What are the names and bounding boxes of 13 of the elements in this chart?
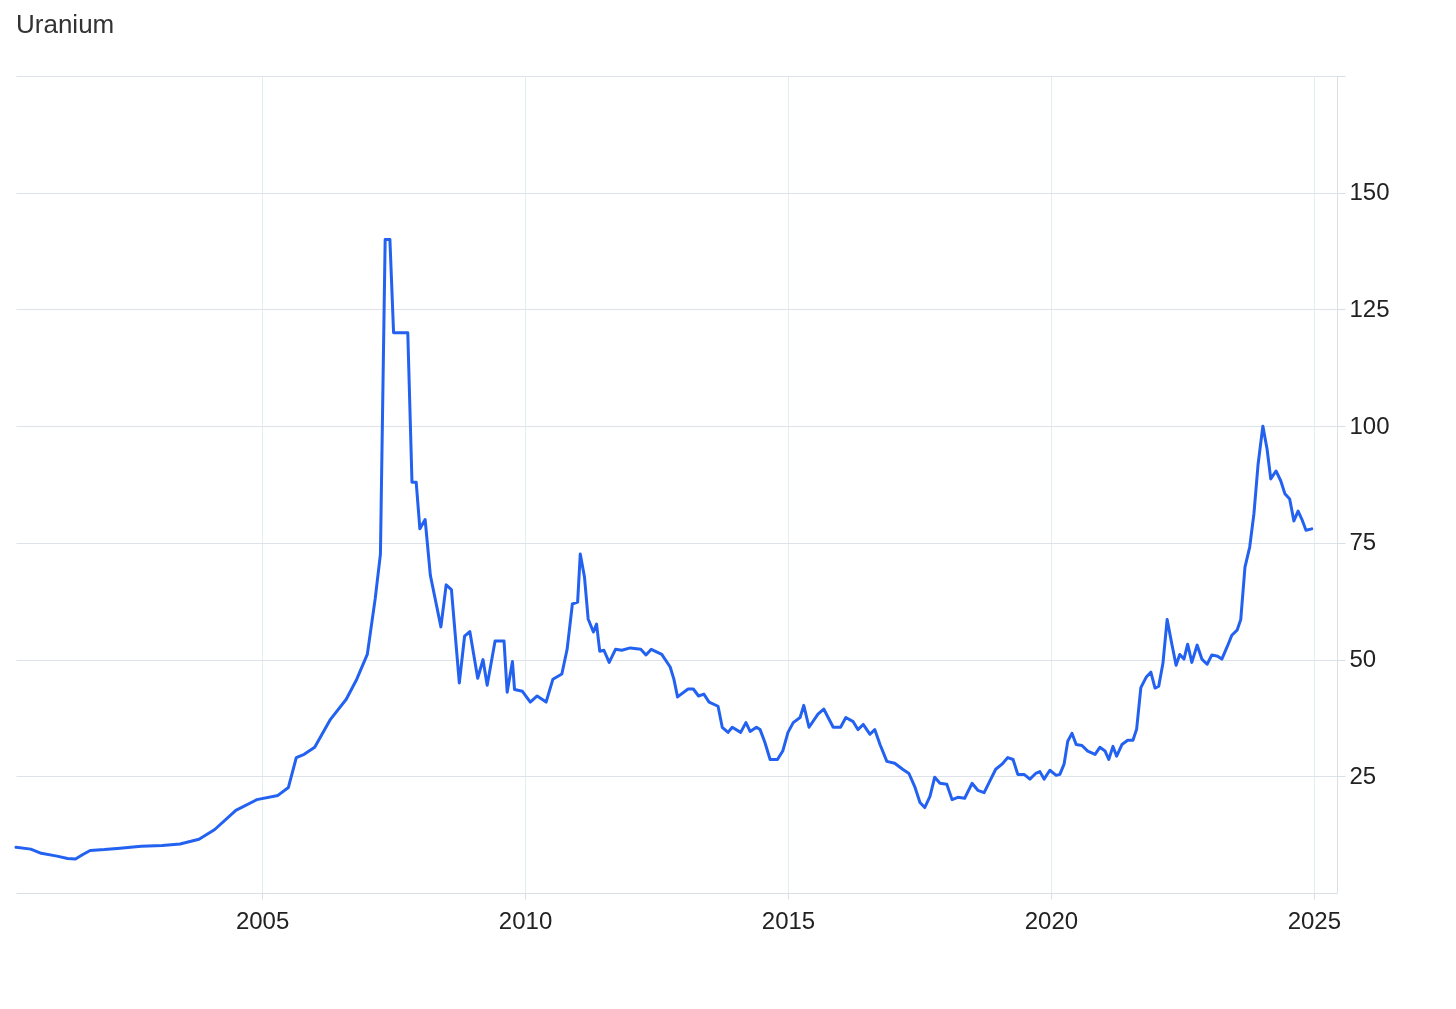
x-tick-label: 2020: [1024, 906, 1079, 934]
x-tick-label: 2025: [1287, 906, 1342, 934]
x-tick-label: 2005: [235, 906, 290, 934]
x-tick-label: 2015: [761, 906, 816, 934]
line-series: [14, 237, 1314, 861]
chart-title: Uranium: [16, 9, 115, 39]
y-tick-label: 100: [1349, 411, 1390, 439]
y-tick-label: 75: [1349, 528, 1377, 556]
y-tick-label: 25: [1349, 761, 1377, 789]
y-tick-label: 125: [1349, 294, 1390, 322]
y-tick-label: 50: [1349, 645, 1377, 673]
x-tick-label: 2010: [498, 906, 553, 934]
y-tick-label: 150: [1349, 178, 1390, 206]
